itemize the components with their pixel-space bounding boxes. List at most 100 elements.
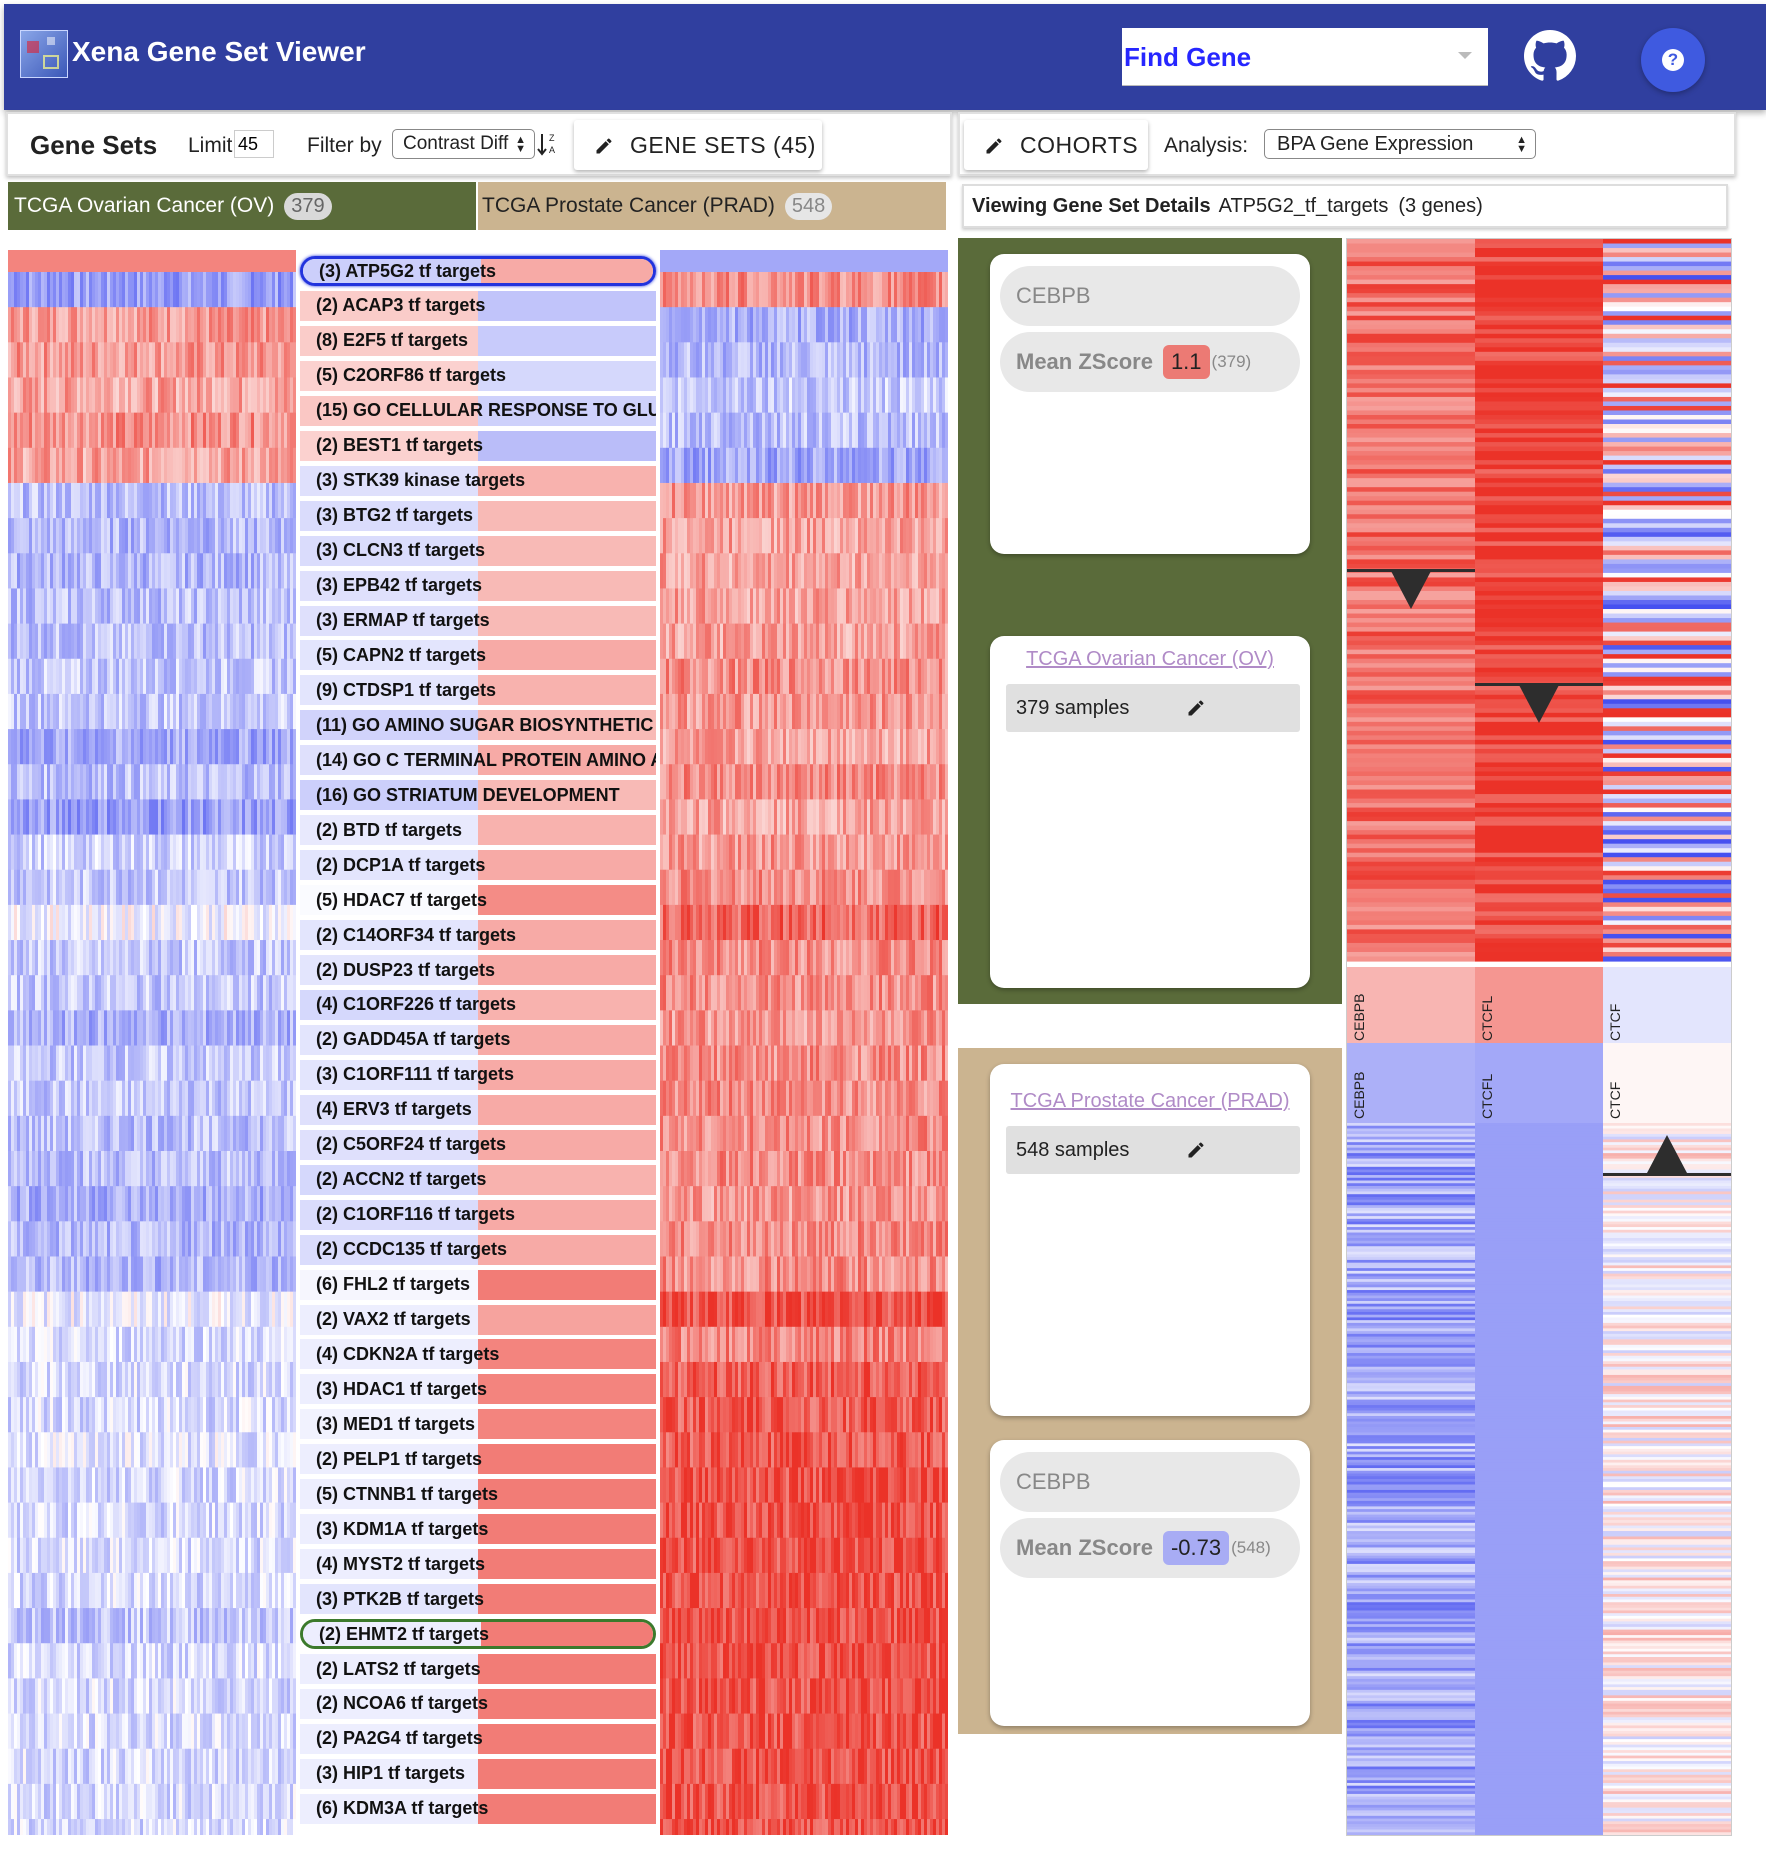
gene-set-row[interactable]: (4) MYST2 tf targets (300, 1549, 656, 1580)
gene-set-row[interactable]: (2) BEST1 tf targets (300, 430, 656, 461)
heatmap-cell (164, 342, 168, 379)
gene-set-row[interactable]: (3) ERMAP tf targets (300, 605, 656, 636)
heatmap-cell (242, 1748, 246, 1785)
gene-sets-button[interactable]: GENE SETS (45) (574, 120, 822, 170)
heatmap-cell (281, 1010, 285, 1047)
heatmap-cell (20, 834, 24, 871)
github-icon[interactable] (1524, 30, 1576, 82)
gene-set-row[interactable]: (8) E2F5 tf targets (300, 325, 656, 356)
gene-set-row[interactable]: (2) GADD45A tf targets (300, 1024, 656, 1055)
gene-set-row[interactable]: (2) ACAP3 tf targets (300, 290, 656, 321)
gene-set-row[interactable]: (2) EHMT2 tf targets (300, 1619, 656, 1650)
gene-set-row[interactable]: (2) LATS2 tf targets (300, 1654, 656, 1684)
gene-set-row[interactable]: (6) FHL2 tf targets (300, 1269, 656, 1300)
heatmap-cell (74, 1643, 78, 1680)
heatmap-cell (197, 1572, 201, 1610)
heatmap-cell (65, 940, 69, 977)
heatmap-cell (44, 1608, 48, 1645)
prad-geneset-heatmap[interactable] (660, 250, 948, 1835)
heatmap-cell (891, 272, 895, 309)
heatmap-cell (236, 1361, 240, 1399)
gene-set-row[interactable]: (15) GO CELLULAR RESPONSE TO GLUCAGON ST… (300, 395, 656, 426)
gene-set-row[interactable]: (3) KDM1A tf targets (300, 1514, 656, 1545)
gene-set-row[interactable]: (3) HDAC1 tf targets (300, 1374, 656, 1405)
gene-set-row[interactable]: (5) CTNNB1 tf targets (300, 1479, 656, 1510)
gene-set-row[interactable]: (3) ATP5G2 tf targets (300, 256, 656, 286)
heatmap-cell (59, 1291, 63, 1328)
heatmap-cell (197, 342, 201, 379)
gene-set-row[interactable]: (14) GO C TERMINAL PROTEIN AMINO ACID MO… (300, 745, 656, 776)
heatmap-cell (146, 940, 150, 977)
gene-set-row[interactable]: (2) PELP1 tf targets (300, 1444, 656, 1475)
gene-set-row[interactable]: (2) C5ORF24 tf targets (300, 1129, 656, 1160)
gene-set-row[interactable]: (4) CDKN2A tf targets (300, 1339, 656, 1370)
gene-set-row[interactable]: (2) NCOA6 tf targets (300, 1688, 656, 1719)
gene-set-row[interactable]: (4) ERV3 tf targets (300, 1094, 656, 1125)
heatmap-cell (696, 377, 700, 414)
gene-set-row[interactable]: (2) BTD tf targets (300, 815, 656, 846)
heatmap-cell (194, 975, 198, 1012)
analysis-select[interactable]: BPA Gene Expression ▲ ▼ (1264, 129, 1536, 159)
help-button[interactable]: ? (1641, 28, 1705, 92)
gene-set-row[interactable]: (6) KDM3A tf targets (300, 1793, 656, 1824)
gene-set-row[interactable]: (16) GO STRIATUM DEVELOPMENT (300, 780, 656, 811)
gene-set-row[interactable]: (2) VAX2 tf targets (300, 1304, 656, 1335)
heatmap-row (660, 342, 948, 379)
heatmap-cell (230, 588, 234, 625)
ov-geneset-heatmap[interactable] (8, 250, 296, 1835)
gene-set-row[interactable]: (2) C14ORF34 tf targets (300, 920, 656, 951)
heatmap-cell (122, 1713, 126, 1750)
heatmap-cell (143, 729, 147, 766)
cohort-header-prad[interactable]: TCGA Prostate Cancer (PRAD) 548 (478, 182, 946, 230)
gene-set-row[interactable]: (3) STK39 kinase targets (300, 465, 656, 496)
gene-set-row[interactable]: (5) CAPN2 tf targets (300, 640, 656, 671)
heatmap-cell (825, 342, 829, 379)
heatmap-cell (215, 307, 219, 344)
gene-set-row[interactable]: (2) PA2G4 tf targets (300, 1723, 656, 1754)
gene-set-row[interactable]: (2) CCDC135 tf targets (300, 1234, 656, 1265)
heatmap-cell (53, 1572, 57, 1610)
gene-set-row[interactable]: (2) DUSP23 tf targets (300, 955, 656, 985)
heatmap-cell (278, 377, 282, 414)
gene-set-row[interactable]: (3) EPB42 tf targets (300, 570, 656, 601)
heatmap-cell (206, 1572, 210, 1610)
gene-set-row[interactable]: (3) C1ORF111 tf targets (300, 1059, 656, 1090)
gene-set-row[interactable]: (9) CTDSP1 tf targets (300, 675, 656, 706)
heatmap-cell (71, 1432, 75, 1469)
heatmap-cell (41, 1608, 45, 1645)
gene-set-row[interactable]: (3) PTK2B tf targets (300, 1584, 656, 1615)
heatmap-cell (263, 1361, 267, 1399)
heatmap-cell (248, 1572, 252, 1610)
xena-logo-icon[interactable] (20, 30, 68, 78)
chevron-down-icon[interactable] (1458, 52, 1472, 59)
gene-set-row[interactable]: (4) C1ORF226 tf targets (300, 989, 656, 1020)
gene-set-row[interactable]: (3) MED1 tf targets (300, 1409, 656, 1440)
gene-set-row[interactable]: (5) HDAC7 tf targets (300, 885, 656, 916)
gene-set-row[interactable]: (11) GO AMINO SUGAR BIOSYNTHETIC PROCESS (300, 710, 656, 741)
heatmap-cell (50, 834, 54, 871)
heatmap-cell (269, 1678, 273, 1715)
cohort-header-ov[interactable]: TCGA Ovarian Cancer (OV) 379 (8, 182, 476, 230)
heatmap-cell (164, 834, 168, 871)
find-gene-search[interactable] (1122, 28, 1488, 86)
gene-set-row[interactable]: (2) DCP1A tf targets (300, 850, 656, 881)
heatmap-cell (720, 377, 724, 414)
gene-set-row[interactable]: (2) ACCN2 tf targets (300, 1164, 656, 1195)
gene-set-row[interactable]: (5) C2ORF86 tf targets (300, 360, 656, 391)
heatmap-cell (59, 1256, 63, 1293)
gene-set-row[interactable]: (3) HIP1 tf targets (300, 1758, 656, 1789)
heatmap-cell (290, 1748, 294, 1785)
heatmap-cell (44, 1151, 48, 1188)
cohorts-button[interactable]: COHORTS (964, 120, 1148, 170)
heatmap-row (8, 1537, 296, 1574)
filter-select[interactable]: Contrast Diff ▲ ▼ (392, 129, 535, 159)
heatmap-cell (65, 588, 69, 625)
gene-set-row[interactable]: (2) C1ORF116 tf targets (300, 1199, 656, 1230)
limit-input[interactable] (234, 130, 274, 158)
heatmap-cell (164, 377, 168, 414)
find-gene-input[interactable] (1122, 28, 1488, 86)
gene-set-row[interactable]: (3) CLCN3 tf targets (300, 535, 656, 566)
heatmap-cell (158, 1819, 162, 1835)
gene-set-row[interactable]: (3) BTG2 tf targets (300, 500, 656, 531)
